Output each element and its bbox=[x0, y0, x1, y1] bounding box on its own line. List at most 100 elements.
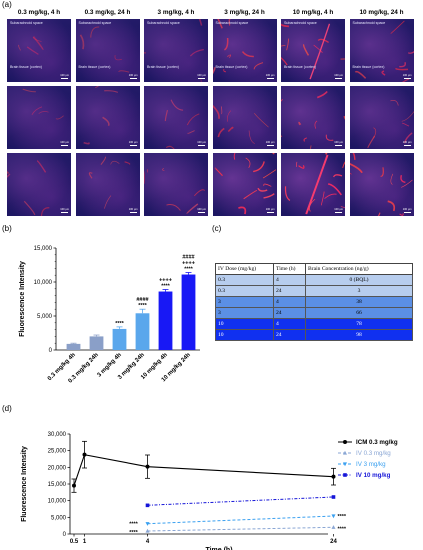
vessel-signal bbox=[380, 70, 385, 76]
brain-tissue-label: Brain tissue (cortex) bbox=[284, 65, 316, 69]
scale-bar bbox=[61, 212, 68, 213]
legend-label: IV 0.3 mg/kg bbox=[356, 450, 391, 457]
vessel-overlay bbox=[212, 19, 263, 75]
scale-bar-label: 100 µm bbox=[197, 141, 206, 144]
column-header: 0.3 mg/kg, 24 h bbox=[84, 9, 131, 16]
vessel-signal bbox=[327, 183, 342, 196]
micrograph-background bbox=[7, 86, 71, 149]
vessel-signal bbox=[220, 106, 222, 115]
vessel-signal bbox=[325, 153, 328, 155]
vessel-signal bbox=[340, 58, 345, 60]
series-line bbox=[147, 496, 334, 506]
scale-bar bbox=[198, 145, 205, 146]
scale-bar bbox=[335, 145, 342, 146]
micrograph-background bbox=[144, 153, 208, 216]
micrograph-background bbox=[212, 86, 277, 149]
y-tick-label: 25,000 bbox=[48, 449, 67, 455]
vessel-signal bbox=[354, 70, 366, 79]
significance-marker: ++++ bbox=[159, 277, 172, 283]
brain-tissue-label: Brain tissue (cortex) bbox=[147, 65, 179, 69]
vessel-signal bbox=[281, 56, 288, 66]
table-cell: 66 bbox=[305, 307, 413, 319]
micrograph-tile: Subarachnoid space Brain tissue (cortex) 1… bbox=[143, 18, 209, 83]
vessel-signal bbox=[380, 167, 384, 177]
vessel-overlay bbox=[214, 153, 276, 215]
vessel-signal bbox=[407, 50, 414, 54]
vessel-signal bbox=[237, 206, 246, 215]
vessel-signal bbox=[227, 126, 234, 133]
micrograph-tile: 100 µm bbox=[280, 85, 346, 150]
vessel-signal bbox=[170, 99, 184, 111]
vessel-overlay bbox=[144, 168, 206, 215]
vessel-signal bbox=[252, 161, 265, 173]
subarachnoid-label: Subarachnoid space bbox=[215, 21, 249, 25]
table-cell: 78 bbox=[305, 318, 413, 330]
y-axis-label: Fluorescence Intensity bbox=[19, 261, 26, 337]
vessel-signal bbox=[262, 193, 275, 199]
vessel-signal bbox=[313, 44, 323, 53]
significance-marker: **** bbox=[138, 303, 147, 309]
micrograph-tile: 100 µm bbox=[348, 85, 415, 150]
data-point bbox=[145, 503, 150, 508]
legend-marker bbox=[343, 450, 347, 455]
legend-marker bbox=[343, 473, 347, 477]
scale-bar-label: 100 µm bbox=[402, 141, 412, 144]
scale-bar bbox=[335, 212, 342, 213]
table-row: 3 4 38 bbox=[215, 296, 413, 308]
micrograph-background bbox=[144, 19, 208, 82]
vessel-signal bbox=[340, 206, 345, 209]
vessel-signal bbox=[216, 19, 223, 29]
subarachnoid-label: Subarachnoid space bbox=[284, 21, 317, 25]
significance-marker: **** bbox=[115, 321, 124, 327]
data-point bbox=[331, 474, 336, 479]
vessel-signal bbox=[298, 121, 302, 126]
data-point bbox=[82, 452, 87, 457]
significance-marker: **** bbox=[338, 526, 347, 532]
vessel-signal bbox=[226, 110, 231, 122]
vessel-signal bbox=[186, 203, 199, 215]
vessel-signal bbox=[187, 130, 195, 134]
bar-chart: 0 5,000 10,000 15,000 Fluorescence Intensity… bbox=[19, 246, 200, 384]
scale-bar bbox=[403, 212, 411, 213]
series-line bbox=[147, 515, 334, 525]
table-cell: 0.3 bbox=[215, 274, 274, 286]
micrograph-tile: 100 µm bbox=[348, 152, 415, 217]
vessel-signal bbox=[36, 160, 47, 173]
micrograph-tile: Subarachnoid space Brain tissue (cortex) 1… bbox=[280, 18, 346, 83]
x-tick-label: 24 bbox=[330, 539, 337, 545]
scale-bar bbox=[335, 78, 342, 79]
scale-bar-label: 100 µm bbox=[128, 141, 138, 144]
table-row: 0.3 24 3 bbox=[215, 285, 413, 297]
scale-bar bbox=[198, 212, 205, 213]
micrograph-tile: 100 µm bbox=[211, 152, 278, 217]
micrograph-background bbox=[281, 153, 345, 216]
vessel-signal bbox=[55, 115, 64, 120]
micrograph-tile: Subarachnoid space Brain tissue (cortex) 1… bbox=[211, 18, 278, 83]
micrograph-tile: Subarachnoid space Brain tissue (cortex) 1… bbox=[6, 18, 72, 83]
vessel-signal bbox=[88, 172, 93, 179]
micrograph-tile: 100 µm bbox=[143, 85, 209, 150]
scale-bar bbox=[129, 212, 137, 213]
table-row: 3 24 66 bbox=[215, 307, 413, 319]
vessel-signal bbox=[399, 174, 406, 184]
table-cell: 0 (BQL) bbox=[305, 274, 413, 286]
vessel-signal bbox=[162, 168, 165, 171]
y-tick-label: 5,000 bbox=[51, 515, 67, 521]
vessel-overlay bbox=[82, 86, 118, 145]
table-header-row: IV Dose (mg/kg) Time (h) Brain Concentra… bbox=[215, 263, 413, 275]
vessel-signal bbox=[305, 154, 329, 215]
micrograph-background bbox=[281, 86, 345, 149]
vessel-signal bbox=[256, 187, 267, 192]
vessel-signal bbox=[31, 106, 43, 116]
data-point bbox=[145, 528, 150, 533]
vessel-signal bbox=[189, 48, 204, 57]
vessel-overlay bbox=[79, 26, 129, 73]
table-cell: 24 bbox=[273, 285, 306, 297]
table-row: 0.3 4 0 (BQL) bbox=[215, 274, 413, 286]
vessel-signal bbox=[281, 44, 286, 47]
scale-bar-label: 100 µm bbox=[128, 74, 138, 77]
vessel-signal bbox=[100, 156, 106, 165]
vessel-overlay bbox=[18, 36, 44, 55]
table-cell: 0.3 bbox=[215, 285, 274, 297]
table-row: 10 24 98 bbox=[215, 329, 413, 341]
